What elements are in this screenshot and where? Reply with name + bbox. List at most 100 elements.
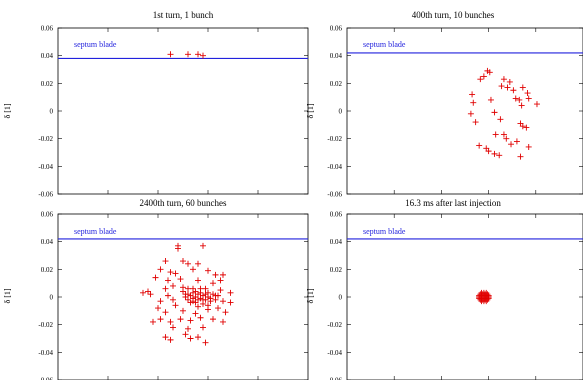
y-tick-label: -0.02	[327, 321, 342, 329]
data-point	[512, 95, 519, 102]
plot-frame	[346, 213, 583, 380]
y-tick-label: -0.06	[38, 377, 53, 380]
data-point	[200, 292, 206, 299]
data-point	[523, 124, 530, 131]
data-point	[202, 339, 209, 346]
data-point	[157, 298, 164, 305]
panel-title: 16.3 ms after last injection	[405, 198, 501, 208]
data-point	[192, 294, 199, 300]
data-point	[152, 274, 159, 281]
y-tick-label: 0.04	[330, 238, 343, 246]
data-point	[492, 131, 499, 138]
data-point	[192, 310, 199, 317]
panel-title: 2400th turn, 60 bunches	[140, 198, 227, 208]
data-point	[497, 116, 504, 123]
data-point	[496, 152, 503, 159]
data-point	[220, 271, 226, 278]
data-point	[476, 142, 483, 149]
y-tick-label: -0.04	[38, 163, 53, 171]
data-point	[200, 300, 206, 307]
data-point	[506, 78, 513, 85]
data-point	[167, 51, 174, 58]
data-point	[210, 280, 216, 287]
data-point	[503, 135, 510, 142]
data-point	[212, 271, 219, 278]
y-tick-label: 0.02	[330, 266, 343, 274]
panel-16ms-after-injection: 16.3 ms after last injection δ [1] 0.060…	[306, 198, 583, 380]
data-point	[524, 90, 531, 97]
y-tick-label: 0	[50, 294, 54, 302]
y-tick-label: 0.06	[41, 25, 54, 33]
data-point	[187, 292, 194, 299]
data-point	[162, 258, 169, 265]
data-point	[513, 138, 520, 145]
data-point	[205, 302, 211, 309]
data-point	[180, 258, 186, 265]
data-point	[185, 260, 191, 267]
data-point	[145, 288, 151, 295]
data-point	[480, 73, 487, 80]
y-tick-label: 0	[50, 108, 54, 116]
data-point	[195, 296, 201, 303]
data-point	[157, 316, 164, 323]
y-axis-label: δ [1]	[306, 288, 315, 303]
data-points	[167, 51, 206, 59]
data-point	[205, 267, 211, 274]
data-point	[190, 295, 196, 302]
y-tick-label: 0	[339, 108, 343, 116]
y-tick-labels: 0.06 0.04 0.02 0 -0.02 -0.04 -0.06	[327, 25, 583, 199]
data-point	[195, 260, 201, 267]
data-point	[182, 294, 189, 300]
data-point	[500, 131, 507, 138]
panel-title: 400th turn, 10 bunches	[412, 10, 495, 20]
data-point	[195, 303, 201, 310]
data-point	[182, 331, 189, 338]
data-point	[508, 141, 515, 148]
data-point	[192, 288, 199, 295]
data-point	[518, 102, 525, 109]
data-point	[155, 305, 161, 312]
data-point	[510, 87, 517, 94]
data-point	[467, 110, 474, 117]
data-point	[162, 309, 169, 316]
data-point	[210, 291, 216, 298]
data-point	[197, 295, 204, 302]
data-point	[500, 76, 507, 83]
y-tick-label: 0.02	[330, 80, 343, 88]
y-tick-label: 0.04	[330, 52, 343, 60]
y-tick-labels: 0.06 0.04 0.02 0 -0.02 -0.04 -0.06	[38, 211, 308, 380]
data-point	[162, 334, 169, 341]
plot-frame	[346, 27, 583, 195]
data-point	[170, 282, 176, 289]
data-point	[200, 242, 206, 249]
y-tick-label: -0.02	[327, 135, 342, 143]
data-point	[187, 335, 194, 342]
y-axis-label: δ [1]	[3, 103, 12, 118]
data-point	[170, 296, 176, 303]
data-point	[525, 95, 532, 102]
data-point	[167, 269, 174, 276]
data-point	[187, 317, 194, 324]
data-point	[175, 245, 181, 252]
panel-title: 1st turn, 1 bunch	[153, 10, 214, 20]
data-point	[227, 289, 234, 296]
y-axis-label: δ [1]	[3, 288, 12, 303]
data-point	[185, 296, 191, 303]
y-tick-label: 0	[339, 294, 343, 302]
data-point	[472, 119, 479, 126]
septum-blade-label: septum blade	[363, 227, 406, 236]
data-point	[486, 69, 493, 76]
data-point	[147, 291, 154, 298]
data-point	[491, 109, 498, 116]
data-points	[140, 242, 234, 346]
panel-1st-turn: 1st turn, 1 bunch δ [1] 0.06 0.04 0.02 0 -0.…	[3, 10, 309, 199]
data-point	[157, 266, 164, 273]
data-point	[202, 291, 209, 298]
data-point	[172, 302, 179, 309]
data-point	[200, 324, 206, 331]
plot-frame	[57, 27, 309, 195]
y-tick-label: 0.06	[330, 25, 343, 33]
data-point	[170, 324, 176, 331]
y-tick-labels: 0.06 0.04 0.02 0 -0.02 -0.04 -0.06	[327, 211, 583, 380]
